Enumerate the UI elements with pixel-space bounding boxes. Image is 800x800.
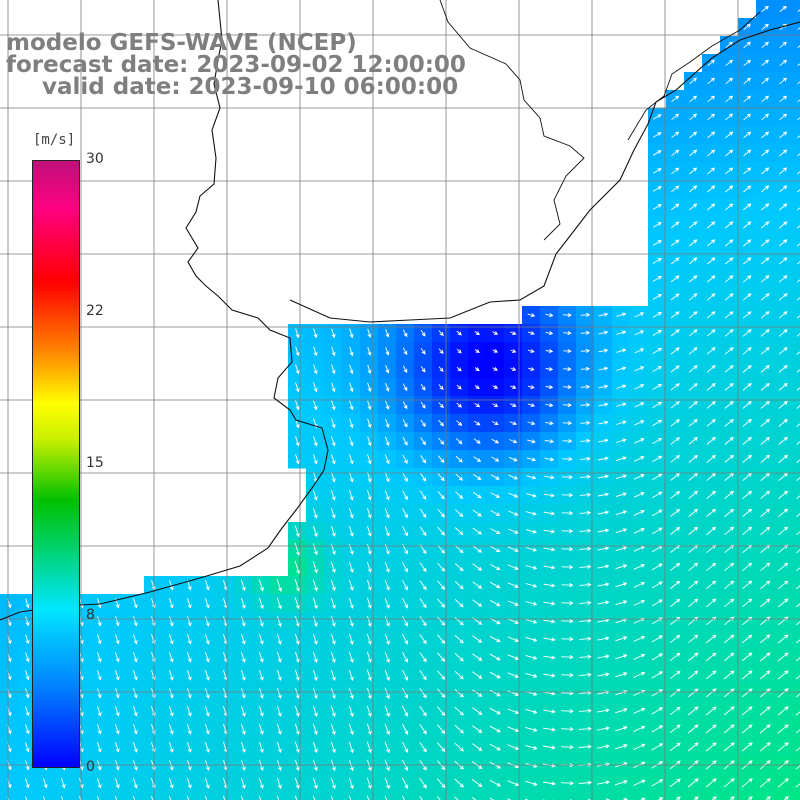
colorbar-tick-label: 22: [86, 303, 104, 319]
colorbar-tick-label: 30: [86, 151, 104, 167]
colorbar-tick-label: 8: [86, 607, 95, 623]
coastline-estuary: [289, 21, 800, 323]
coastline: [0, 0, 329, 621]
valid-date: valid date: 2023-09-10 06:00:00: [42, 74, 459, 100]
colorbar: [32, 160, 80, 768]
forecast-date: forecast date: 2023-09-02 12:00:00: [6, 52, 466, 78]
border-line: [439, 0, 585, 241]
colorbar-unit-label: [m/s]: [33, 132, 76, 148]
inland-river: [627, 11, 761, 141]
model-title: modelo GEFS-WAVE (NCEP): [6, 30, 357, 56]
colorbar-tick-label: 15: [86, 455, 104, 471]
colorbar-tick-label: 0: [86, 759, 95, 775]
